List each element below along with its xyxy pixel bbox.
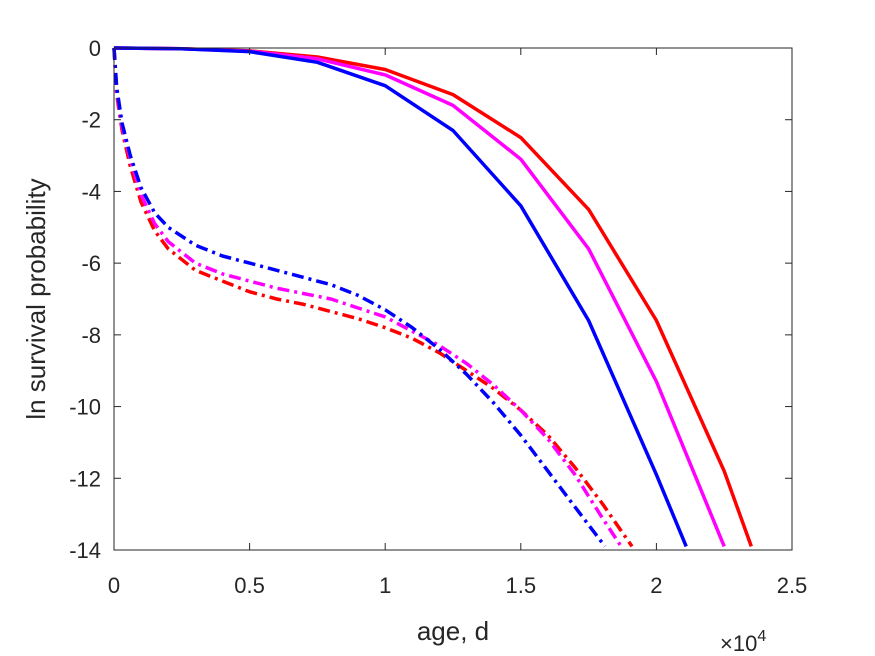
y-tick-label: 0 bbox=[89, 36, 101, 61]
x-tick-label: 0.5 bbox=[234, 573, 265, 598]
series-line-3 bbox=[113, 46, 688, 548]
x-tick-label: 2 bbox=[650, 573, 662, 598]
y-tick-label: -12 bbox=[69, 466, 101, 491]
y-tick-label: -6 bbox=[81, 251, 101, 276]
y-tick-label: -8 bbox=[81, 323, 101, 348]
y-tick-label: -2 bbox=[81, 108, 101, 133]
series-line-5 bbox=[112, 47, 623, 548]
y-tick-label: -14 bbox=[69, 538, 101, 563]
x-exponent-power: 4 bbox=[757, 628, 766, 645]
x-axis-label: age, d bbox=[417, 616, 489, 646]
plot-area-box bbox=[113, 47, 793, 551]
x-tick-label: 0 bbox=[108, 573, 120, 598]
x-tick-label: 1 bbox=[379, 573, 391, 598]
x-tick-label: 1.5 bbox=[506, 573, 537, 598]
x-axis-exponent: ×104 bbox=[720, 628, 766, 656]
y-tick-label: -4 bbox=[81, 179, 101, 204]
x-exponent-base: ×10 bbox=[720, 631, 757, 656]
series-line-6 bbox=[112, 47, 607, 548]
x-axis-ticks: 0 0.5 1 1.5 2 2.5 bbox=[108, 48, 807, 598]
x-tick-label: 2.5 bbox=[777, 573, 808, 598]
plot-lines bbox=[112, 46, 753, 548]
y-tick-label: -10 bbox=[69, 395, 101, 420]
y-axis-label: ln survival probability bbox=[21, 178, 51, 419]
y-axis-ticks: 0 -2 -4 -6 -8 -10 -12 -14 bbox=[69, 36, 792, 563]
